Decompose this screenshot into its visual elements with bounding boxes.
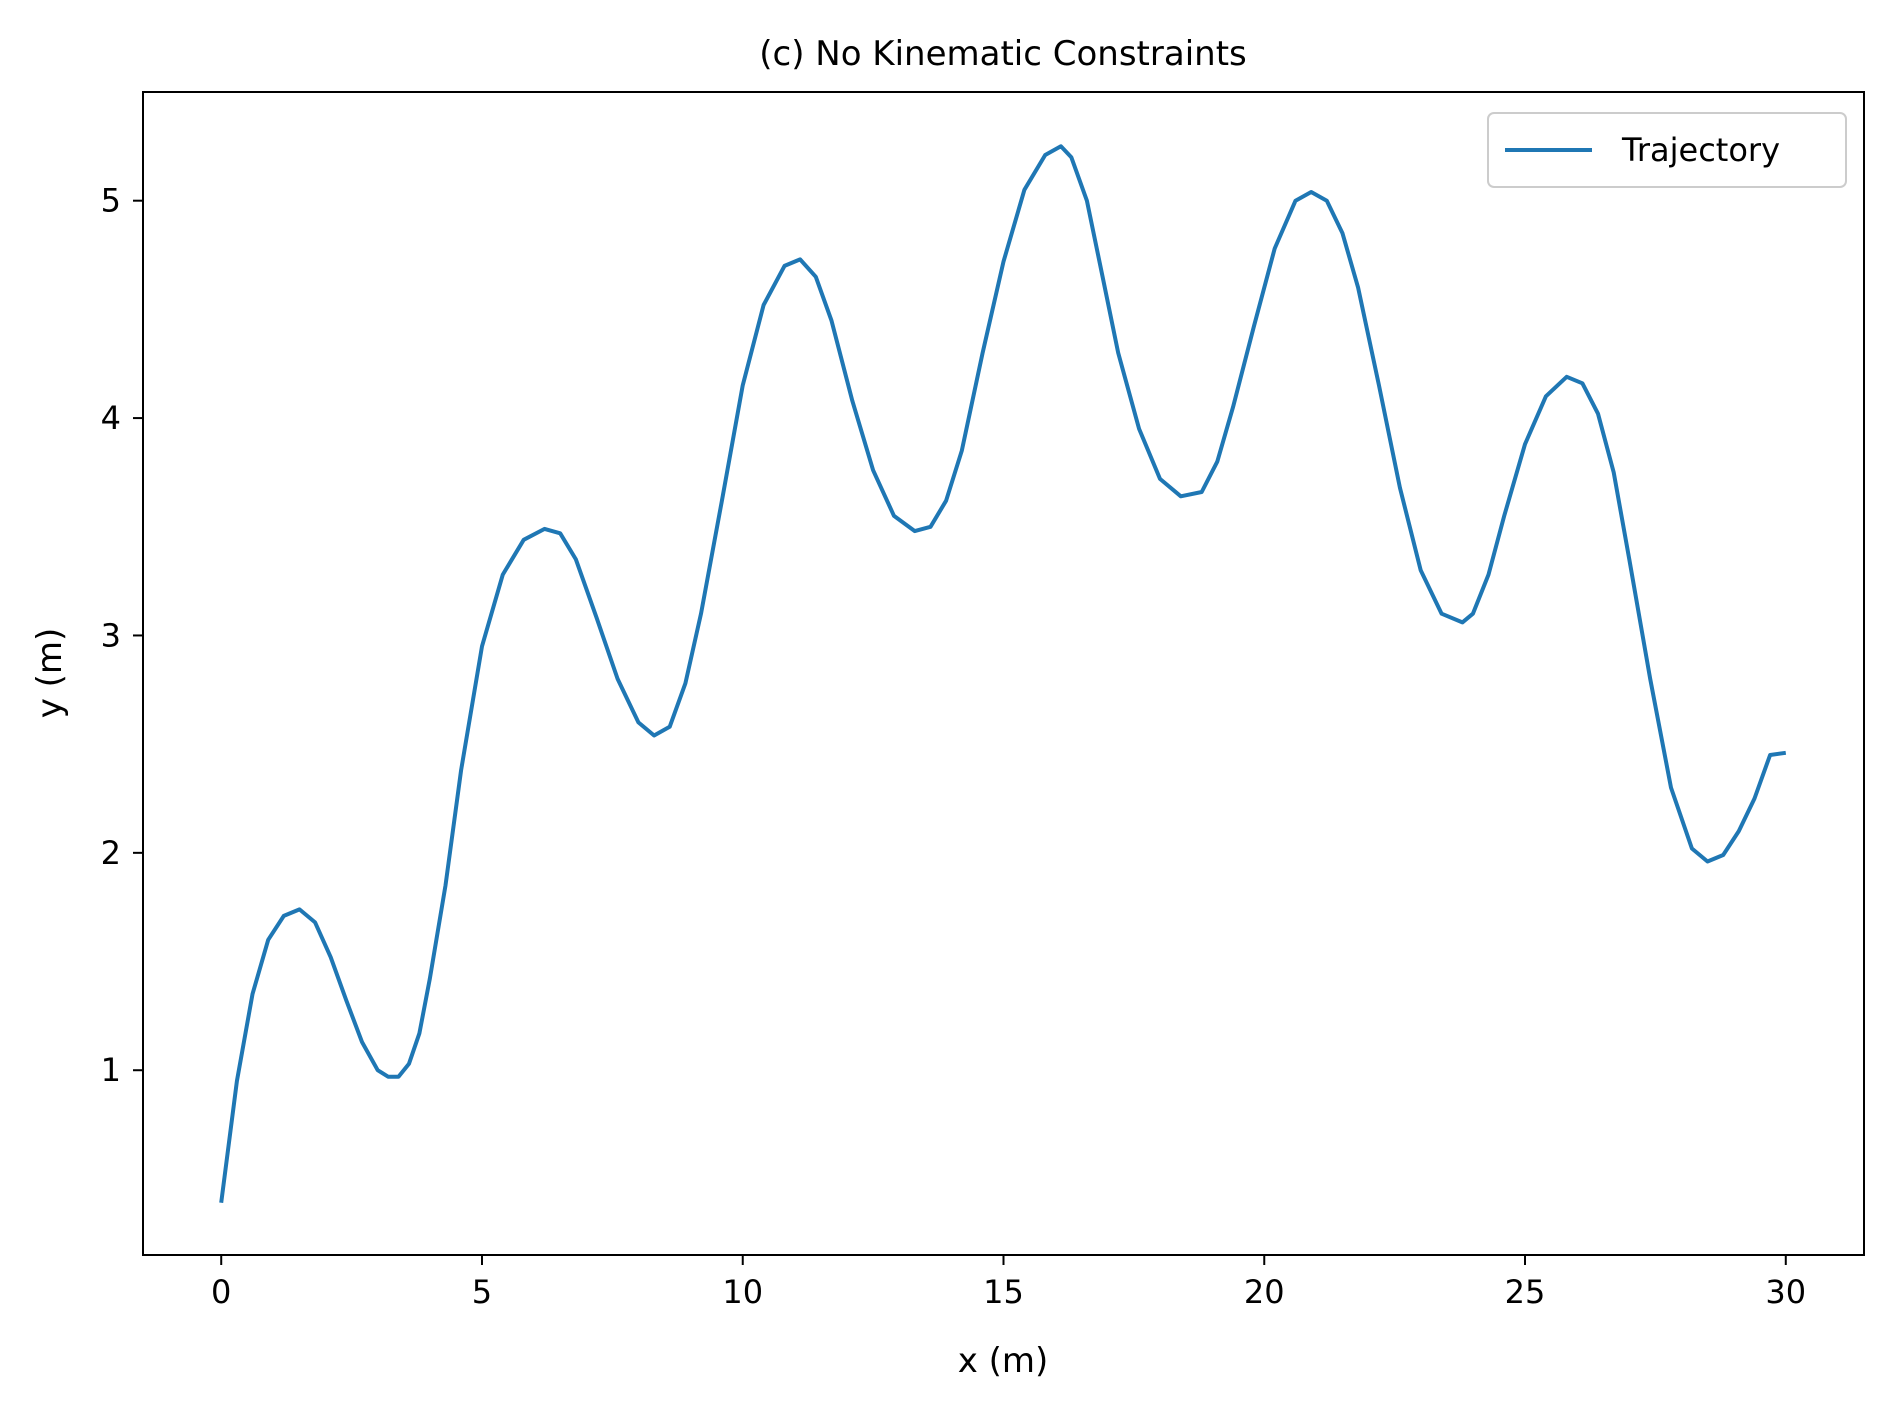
y-axis-ticks: 1 2 3 4 5 — [101, 182, 143, 1089]
legend-box — [1487, 112, 1847, 188]
x-tick-label: 30 — [1765, 1273, 1806, 1311]
y-tick-label: 5 — [101, 182, 121, 220]
y-tick-label: 4 — [101, 399, 121, 437]
y-axis-label: y (m) — [30, 628, 70, 719]
x-tick-label: 0 — [211, 1273, 231, 1311]
x-tick-label: 10 — [722, 1273, 763, 1311]
y-tick-label: 1 — [101, 1051, 121, 1089]
x-axis-ticks: 0 5 10 15 20 25 30 — [211, 1255, 1806, 1311]
x-tick-label: 20 — [1244, 1273, 1285, 1311]
y-tick-label: 2 — [101, 834, 121, 872]
x-tick-label: 15 — [983, 1273, 1024, 1311]
chart-title: (c) No Kinematic Constraints — [759, 34, 1247, 74]
y-tick-label: 3 — [101, 616, 121, 654]
series-line-trajectory — [219, 144, 1787, 1204]
legend: Trajectory — [1487, 112, 1847, 188]
x-axis-label: x (m) — [958, 1341, 1049, 1381]
x-tick-label: 25 — [1505, 1273, 1546, 1311]
legend-label-trajectory: Trajectory — [1621, 131, 1780, 169]
x-tick-label: 5 — [472, 1273, 492, 1311]
